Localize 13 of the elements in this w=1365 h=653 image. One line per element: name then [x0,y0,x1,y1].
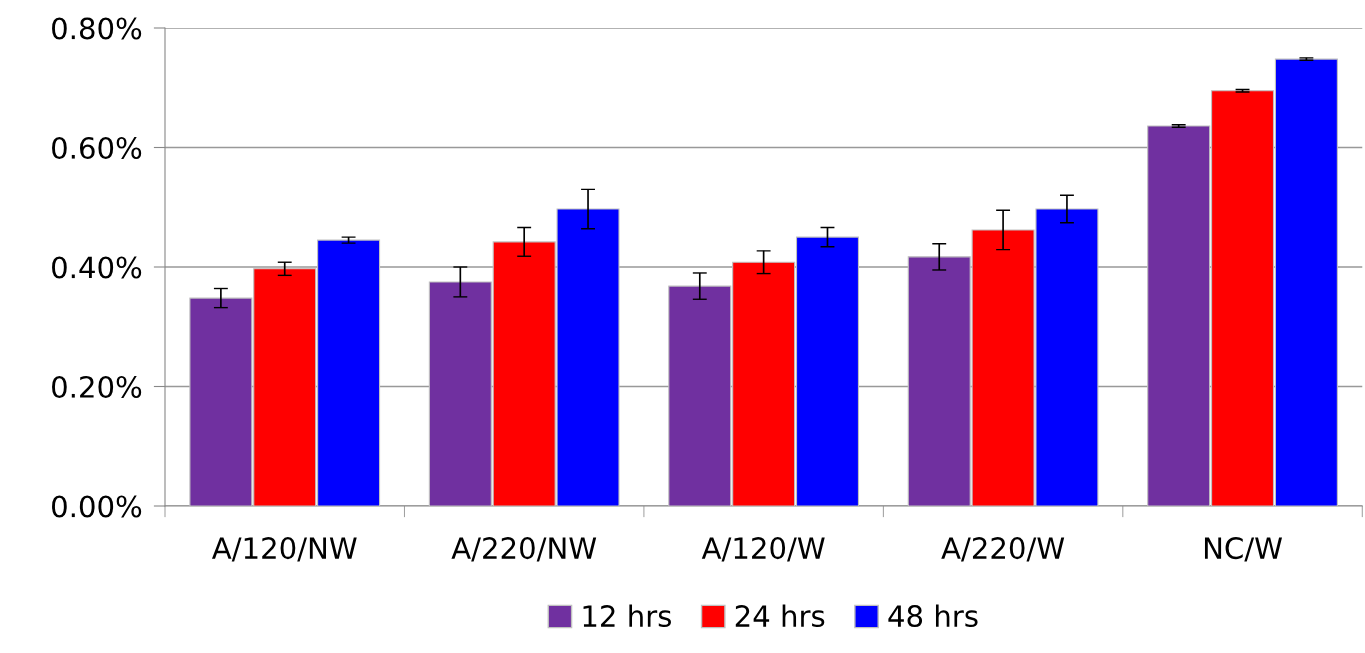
x-tick-label: A/220/NW [451,537,597,562]
x-tick-label: A/120/W [701,537,825,562]
x-tick-label: A/220/W [941,537,1065,562]
x-tick-label: NC/W [1204,537,1283,562]
legend-label: 12 hrs [583,604,671,628]
x-tick-label: A/120/NW [211,537,357,562]
legend-label: 24 hrs [735,604,825,628]
y-tick-label: 0.20% [52,375,142,398]
y-tick-label: 0.40% [52,256,142,279]
y-tick-label: 0.00% [52,495,142,518]
y-tick-label: 0.60% [52,136,142,159]
legend-label: 48 hrs [888,604,978,628]
y-tick-label: 0.80% [52,17,142,40]
